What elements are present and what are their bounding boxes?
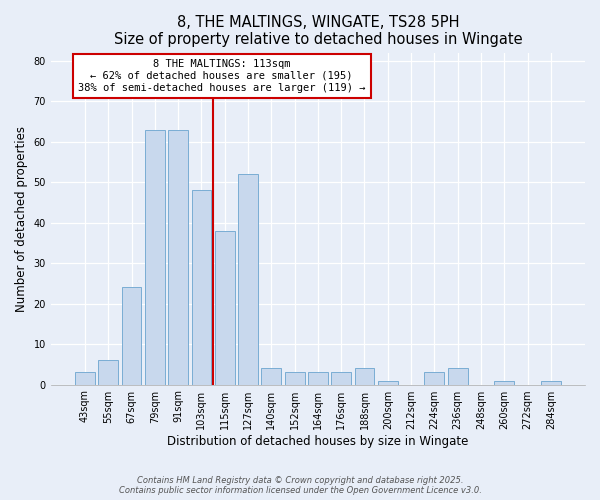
Bar (424, 372, 444, 384)
Bar (98, 360, 118, 384)
Bar (75, 372, 95, 384)
Text: 8 THE MALTINGS: 113sqm
← 62% of detached houses are smaller (195)
38% of semi-de: 8 THE MALTINGS: 113sqm ← 62% of detached… (78, 60, 365, 92)
Bar (285, 372, 305, 384)
Bar (145, 130, 165, 384)
Y-axis label: Number of detached properties: Number of detached properties (15, 126, 28, 312)
Bar (262, 368, 281, 384)
Bar (494, 380, 514, 384)
Bar (331, 372, 351, 384)
Bar (122, 288, 142, 384)
Bar (448, 368, 467, 384)
X-axis label: Distribution of detached houses by size in Wingate: Distribution of detached houses by size … (167, 434, 469, 448)
Bar (168, 130, 188, 384)
Title: 8, THE MALTINGS, WINGATE, TS28 5PH
Size of property relative to detached houses : 8, THE MALTINGS, WINGATE, TS28 5PH Size … (113, 15, 522, 48)
Bar (191, 190, 211, 384)
Bar (238, 174, 258, 384)
Bar (355, 368, 374, 384)
Bar (378, 380, 398, 384)
Bar (215, 231, 235, 384)
Bar (541, 380, 561, 384)
Text: Contains HM Land Registry data © Crown copyright and database right 2025.
Contai: Contains HM Land Registry data © Crown c… (119, 476, 481, 495)
Bar (308, 372, 328, 384)
